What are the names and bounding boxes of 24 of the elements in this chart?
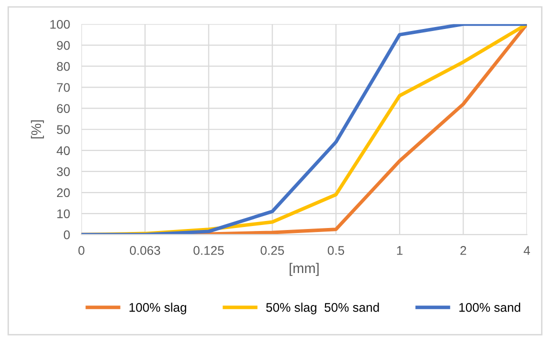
y-tick-label: 80 <box>56 62 70 71</box>
legend-label: 100% sand <box>459 302 520 312</box>
y-tick-label: 60 <box>57 104 70 113</box>
y-tick-label: 90 <box>56 40 70 50</box>
y-tick-label: 0 <box>64 230 70 240</box>
x-tick-label: 0.125 <box>194 246 224 255</box>
legend-label: 50% slag 50% sand <box>266 302 379 314</box>
x-tick-label: 0 <box>78 246 84 255</box>
x-axis-title: [mm] <box>290 262 319 276</box>
y-axis-title: [%] <box>30 120 44 138</box>
legend-label: 100% slag <box>130 302 186 314</box>
y-tick-label: 40 <box>56 146 70 156</box>
y-tick-label: 100 <box>50 20 70 29</box>
x-tick-label: 0.5 <box>328 246 344 255</box>
x-tick-label: 4 <box>524 246 530 255</box>
x-tick-label: 0.25 <box>260 246 284 255</box>
y-tick-label: 30 <box>56 167 70 176</box>
y-tick-label: 70 <box>57 83 70 92</box>
y-tick-label: 20 <box>57 188 70 198</box>
y-tick-label: 50 <box>56 125 70 134</box>
y-tick-label: 10 <box>57 209 70 218</box>
x-tick-label: 2 <box>460 246 466 255</box>
x-tick-label: 1 <box>397 246 402 255</box>
x-tick-label: 0.063 <box>130 246 160 255</box>
